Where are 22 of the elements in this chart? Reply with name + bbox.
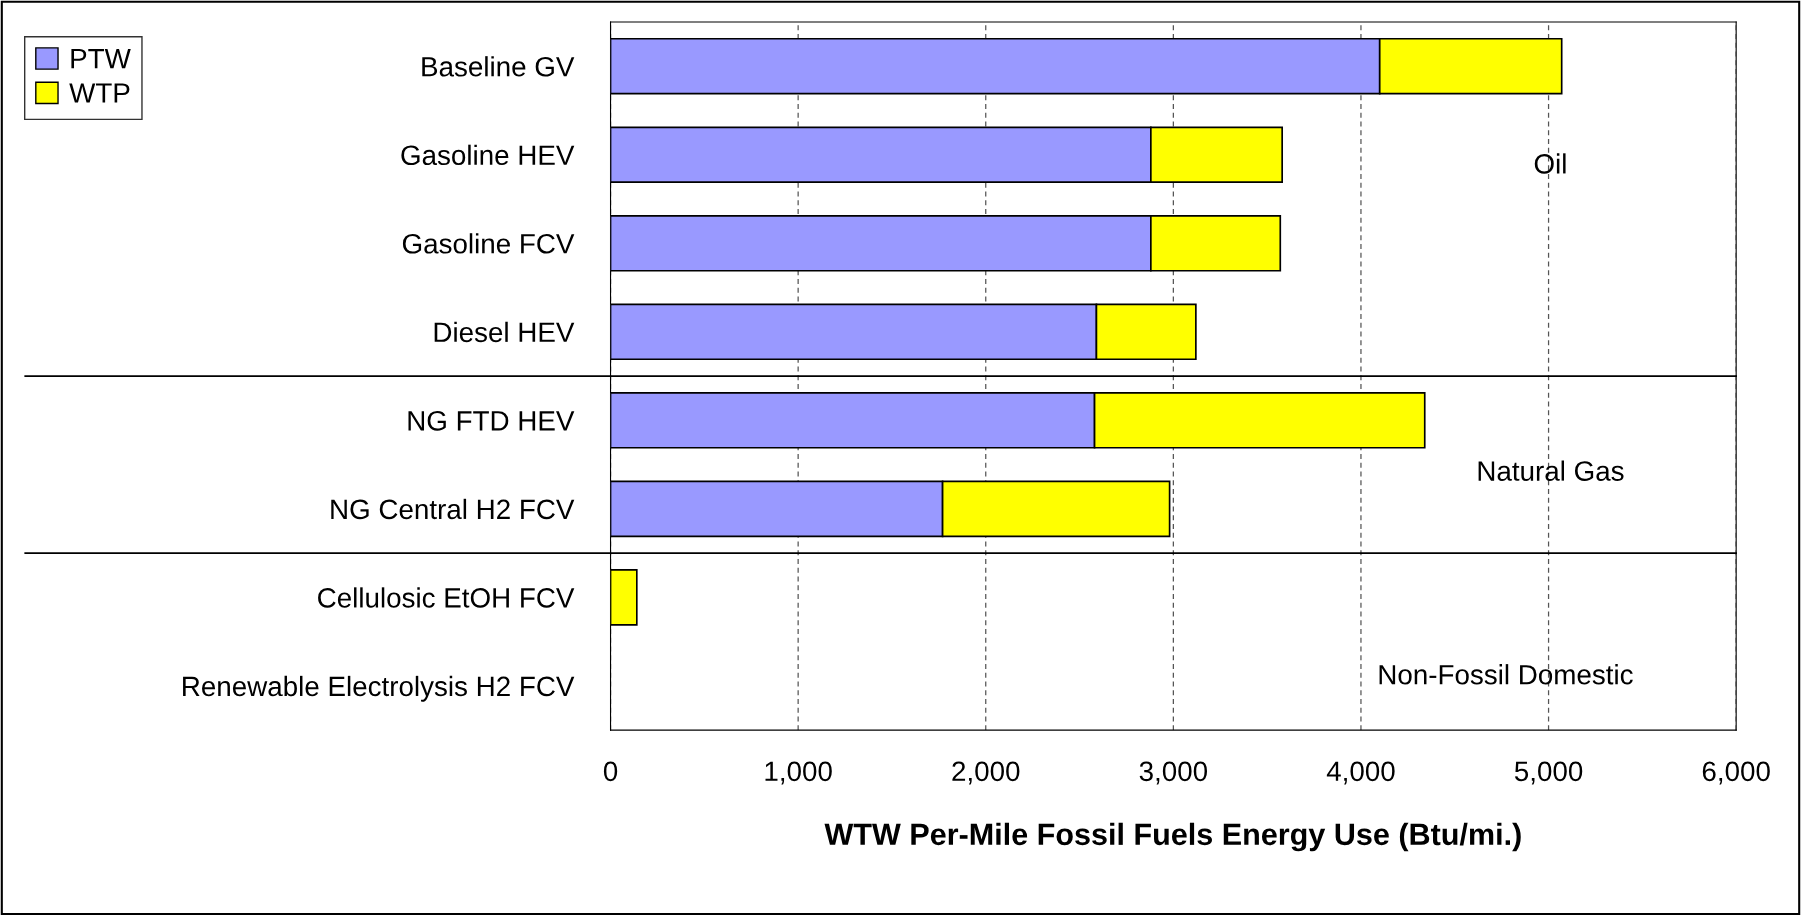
bar <box>610 569 638 626</box>
annotation: Natural Gas <box>1478 460 1624 481</box>
y-tick-label: NG FTD HEV <box>408 411 575 431</box>
y-tick-label: Gasoline HEV <box>401 144 575 166</box>
y-tick-label: Diesel HEV <box>434 321 575 343</box>
y-tick-label: Renewable Electrolysis H2 FCV <box>183 675 575 702</box>
x-tick-label: 5,000 <box>1514 761 1583 785</box>
annotation: Oil <box>1534 153 1566 174</box>
x-tick-label: 3,000 <box>1139 761 1208 785</box>
y-tick-label: Cellulosic EtOH FCV <box>318 587 575 608</box>
x-tick-label: 0 <box>603 761 618 782</box>
y-tick-label: Gasoline FCV <box>402 233 575 254</box>
x-axis-title: WTW Per-Mile Fossil Fuels Energy Use (Btu/mi.) <box>824 822 1521 852</box>
x-tick-label: 1,000 <box>765 761 832 785</box>
legend-label: PTW <box>71 49 131 69</box>
legend-label: WTP <box>69 83 130 103</box>
annotation: Non-Fossil Domestic <box>1379 664 1633 685</box>
x-tick-label: 4,000 <box>1326 761 1395 785</box>
y-tick-label: NG Central H2 FCV <box>331 498 575 520</box>
y-tick-label: Baseline GV <box>422 56 575 77</box>
x-tick-label: 2,000 <box>952 761 1020 785</box>
x-tick-label: 6,000 <box>1702 761 1770 785</box>
